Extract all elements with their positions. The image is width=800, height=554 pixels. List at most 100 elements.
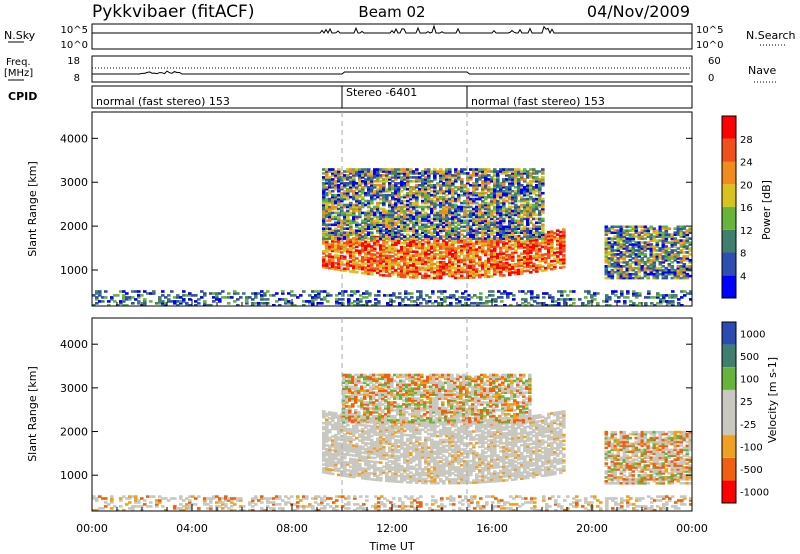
echo-cell xyxy=(502,262,506,265)
echo-cell xyxy=(334,248,338,251)
echo-cell xyxy=(442,243,446,246)
echo-cell xyxy=(460,239,464,242)
echo-cell xyxy=(427,268,431,272)
echo-cell xyxy=(346,449,350,452)
echo-cell xyxy=(499,195,503,199)
echo-cell xyxy=(544,257,548,260)
echo-cell xyxy=(493,266,497,270)
echo-cell xyxy=(400,229,404,232)
echo-cell xyxy=(538,254,542,257)
echo-cell xyxy=(520,205,524,209)
echo-cell xyxy=(538,221,542,225)
echo-cell xyxy=(520,189,524,193)
echo-cell xyxy=(179,300,183,303)
echo-cell xyxy=(412,170,416,173)
echo-cell xyxy=(400,186,404,189)
echo-cell xyxy=(331,257,335,261)
echo-cell xyxy=(604,247,609,250)
echo-cell xyxy=(484,237,488,240)
echo-cell xyxy=(514,237,518,240)
echo-cell xyxy=(406,195,410,199)
echo-cell xyxy=(523,211,527,215)
echo-cell xyxy=(325,211,329,215)
echo-cell xyxy=(619,266,624,270)
echo-cell xyxy=(400,195,404,199)
echo-cell xyxy=(628,233,633,236)
echo-cell xyxy=(412,254,416,257)
echo-cell xyxy=(469,184,473,187)
echo-cell xyxy=(616,253,621,256)
echo-cell xyxy=(553,235,557,239)
echo-cell xyxy=(448,272,452,276)
echo-cell xyxy=(499,223,503,227)
echo-cell xyxy=(502,189,506,193)
echo-cell xyxy=(529,259,533,262)
echo-cell xyxy=(400,168,404,171)
echo-cell xyxy=(385,219,389,223)
echo-cell xyxy=(322,437,326,441)
echo-cell xyxy=(364,438,368,441)
echo-cell xyxy=(619,253,624,256)
echo-cell xyxy=(664,245,669,248)
echo-cell xyxy=(334,244,338,247)
echo-cell xyxy=(445,219,449,223)
echo-cell xyxy=(421,217,425,221)
echo-cell xyxy=(391,213,395,217)
echo-cell xyxy=(352,178,356,181)
echo-cell xyxy=(517,227,521,230)
echo-cell xyxy=(538,250,542,253)
echo-cell xyxy=(364,211,368,215)
echo-cell xyxy=(631,276,636,280)
echo-cell xyxy=(325,250,329,254)
echo-cell xyxy=(352,448,356,451)
echo-cell xyxy=(400,211,404,215)
echo-cell xyxy=(496,245,500,248)
echo-cell xyxy=(421,209,425,213)
echo-cell xyxy=(443,298,447,301)
echo-cell xyxy=(610,263,615,266)
echo-cell xyxy=(484,174,488,177)
echo-cell xyxy=(547,262,551,266)
echo-cell xyxy=(266,298,270,301)
echo-cell xyxy=(373,423,377,426)
echo-cell xyxy=(664,253,669,256)
echo-cell xyxy=(520,186,524,189)
echo-cell xyxy=(658,227,663,230)
echo-cell xyxy=(373,472,377,476)
echo-cell xyxy=(643,253,648,256)
echo-cell xyxy=(478,217,482,221)
echo-cell xyxy=(640,268,645,272)
echo-cell xyxy=(478,176,482,179)
echo-cell xyxy=(469,233,473,236)
echo-cell xyxy=(671,294,675,297)
echo-cell xyxy=(364,219,368,223)
echo-cell xyxy=(673,243,678,246)
echo-cell xyxy=(382,215,386,219)
echo-cell xyxy=(131,290,135,293)
echo-cell xyxy=(604,227,609,230)
echo-cell xyxy=(349,449,353,453)
echo-cell xyxy=(352,217,356,221)
echo-cell xyxy=(322,232,326,235)
echo-cell xyxy=(406,213,410,217)
echo-cell xyxy=(346,259,350,263)
echo-cell xyxy=(326,300,330,303)
echo-cell xyxy=(521,298,525,301)
echo-cell xyxy=(550,264,554,267)
echo-cell xyxy=(122,296,126,299)
echo-cell xyxy=(466,248,470,252)
echo-cell xyxy=(481,193,485,197)
echo-cell xyxy=(517,242,521,246)
echo-cell xyxy=(514,176,518,179)
echo-cell xyxy=(328,456,332,459)
echo-cell xyxy=(355,235,359,239)
echo-cell xyxy=(355,444,359,448)
echo-cell xyxy=(331,170,335,173)
echo-cell xyxy=(535,244,539,248)
echo-cell xyxy=(403,199,407,203)
echo-cell xyxy=(376,255,380,259)
echo-cell xyxy=(457,205,461,209)
echo-cell xyxy=(517,209,521,213)
echo-cell xyxy=(439,276,443,280)
echo-cell xyxy=(587,300,591,303)
